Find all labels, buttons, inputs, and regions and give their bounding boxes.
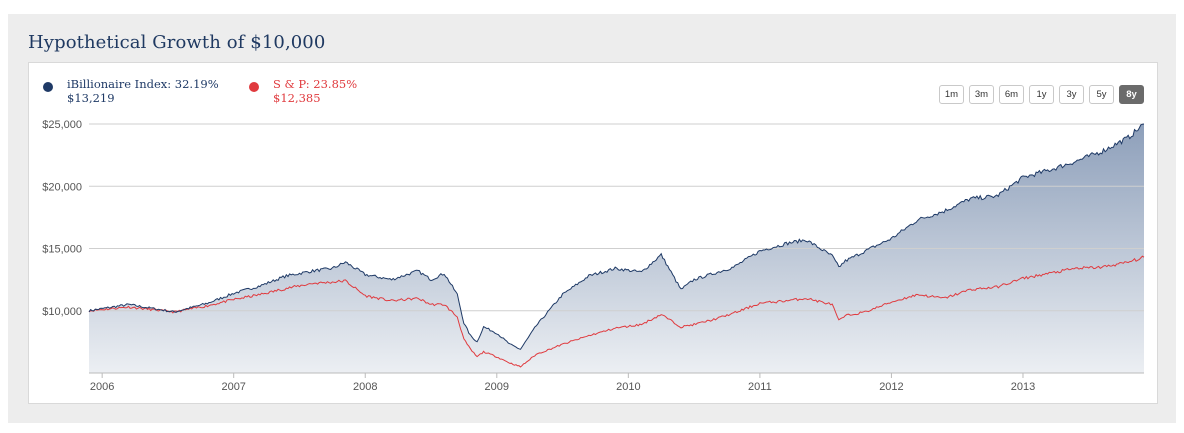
legend-marker-icon: [249, 82, 259, 92]
range-button-5y[interactable]: 5y: [1089, 85, 1114, 104]
y-tick-label: $25,000: [42, 119, 82, 131]
page-title: Hypothetical Growth of $10,000: [28, 32, 326, 53]
range-button-3y[interactable]: 3y: [1059, 85, 1084, 104]
x-tick-label: 2013: [1011, 381, 1035, 393]
legend-label: S & P: 23.85%: [273, 77, 358, 91]
legend-marker-icon: [43, 82, 53, 92]
y-tick-label: $20,000: [42, 181, 82, 193]
series-line-index: [88, 123, 1145, 350]
x-tick-label: 2007: [221, 381, 245, 393]
y-tick-label: $15,000: [42, 244, 82, 256]
x-tick-label: 2006: [90, 381, 114, 393]
y-tick-label: $10,000: [42, 306, 82, 318]
x-tick-label: 2012: [879, 381, 903, 393]
range-button-6m[interactable]: 6m: [999, 85, 1024, 104]
range-button-3m[interactable]: 3m: [969, 85, 994, 104]
x-tick-label: 2008: [353, 381, 377, 393]
range-button-8y[interactable]: 8y: [1119, 85, 1144, 104]
chart-card: iBillionaire Index: 32.19% $13,219 S & P…: [28, 62, 1158, 404]
series-line-sp: [88, 255, 1145, 368]
x-tick-label: 2010: [616, 381, 640, 393]
legend-label: iBillionaire Index: 32.19%: [67, 77, 219, 91]
range-button-1y[interactable]: 1y: [1029, 85, 1054, 104]
legend-value: $13,219: [67, 91, 115, 105]
x-tick-label: 2011: [748, 381, 772, 393]
range-button-1m[interactable]: 1m: [939, 85, 964, 104]
chart-panel: Hypothetical Growth of $10,000 iBilliona…: [8, 14, 1176, 423]
range-selector: 1m 3m 6m 1y 3y 5y 8y: [939, 85, 1144, 104]
x-tick-label: 2009: [485, 381, 509, 393]
legend-value: $12,385: [273, 91, 321, 105]
growth-chart: $10,000 $15,000 $20,000 $25,000 2006 2007 2008…: [42, 119, 1145, 393]
